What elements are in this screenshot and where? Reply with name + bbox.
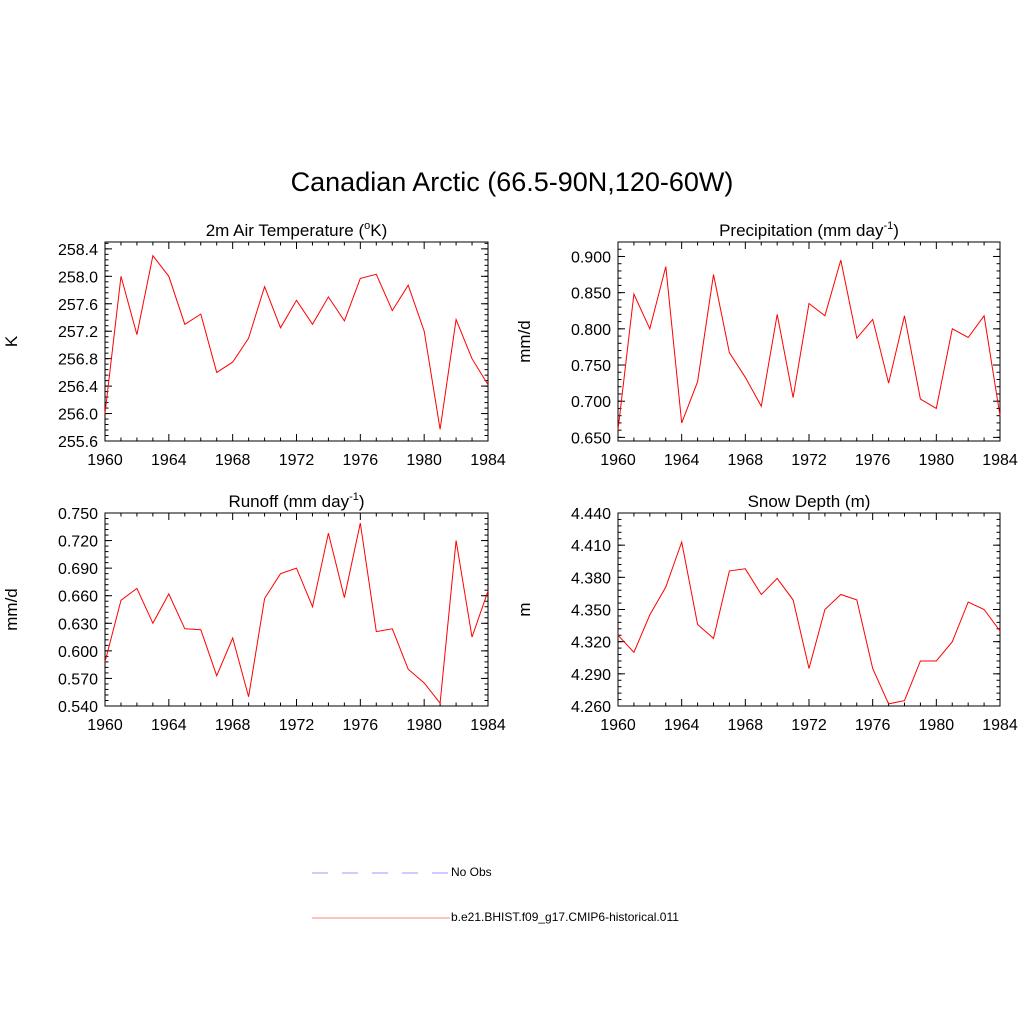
legend-swatch-dashed xyxy=(312,872,450,874)
panel-title-end: ) xyxy=(359,492,365,511)
y-tick-label: 4.410 xyxy=(571,538,611,555)
panel-title-sup: o xyxy=(364,220,370,232)
y-tick-label: 258.0 xyxy=(58,269,98,286)
panel-title-text: Runoff (mm day xyxy=(228,492,349,511)
y-tick-label: 4.320 xyxy=(571,635,611,652)
x-tick-label: 1968 xyxy=(728,452,764,469)
panel-title: Precipitation (mm day-1) xyxy=(719,220,899,240)
y-tick-label: 0.570 xyxy=(58,671,98,688)
x-tick-label: 1980 xyxy=(919,717,955,734)
y-tick-label: 256.8 xyxy=(58,352,98,369)
y-tick-label: 0.850 xyxy=(571,286,611,303)
series-line xyxy=(104,522,489,705)
y-tick-label: 255.6 xyxy=(58,434,98,451)
x-tick-label: 1960 xyxy=(87,452,123,469)
x-tick-label: 1984 xyxy=(982,717,1018,734)
y-axis-label: m xyxy=(515,602,534,616)
x-tick-label: 1972 xyxy=(791,452,827,469)
chart-panel-2: 1960 1964 1968 1972 1976 1980 1984 0.650 0.700 0.… xyxy=(515,220,1018,469)
x-tick-label: 1984 xyxy=(470,717,506,734)
series-line xyxy=(617,540,1001,705)
y-tick-label: 4.260 xyxy=(571,699,611,716)
y-tick-label: 256.4 xyxy=(58,379,98,396)
chart-panel-1: 1960 1964 1968 1972 1976 1980 1984 255.6 256.0 25… xyxy=(2,220,506,469)
y-tick-label: 0.690 xyxy=(58,561,98,578)
panel-title-text: Snow Depth (m) xyxy=(748,492,871,511)
y-tick-label: 0.900 xyxy=(571,249,611,266)
series-line xyxy=(617,259,1001,431)
series-line xyxy=(104,254,489,430)
y-tick-label: 256.0 xyxy=(58,407,98,424)
x-tick-label: 1976 xyxy=(855,717,891,734)
x-tick-label: 1976 xyxy=(855,452,891,469)
y-tick-label: 258.4 xyxy=(58,242,98,259)
panel-title-sup: -1 xyxy=(883,220,893,232)
x-tick-label: 1972 xyxy=(279,717,315,734)
panel-title: 2m Air Temperature (oK) xyxy=(206,220,388,240)
plot-frame xyxy=(104,512,489,707)
y-tick-label: 0.540 xyxy=(58,699,98,716)
legend-swatch-solid xyxy=(312,917,450,919)
y-axis-label: K xyxy=(2,335,21,347)
plot-frame xyxy=(617,241,1001,442)
chart-panel-4: 1960 1964 1968 1972 1976 1980 1984 4.260 4.290 4.… xyxy=(515,492,1018,734)
panel-title-end: K) xyxy=(370,221,387,240)
panel-title: Snow Depth (m) xyxy=(748,492,871,511)
x-tick-label: 1976 xyxy=(343,717,379,734)
x-tick-label: 1964 xyxy=(664,452,700,469)
x-tick-label: 1964 xyxy=(664,717,700,734)
legend-label: b.e21.BHIST.f09_g17.CMIP6-historical.011 xyxy=(451,910,679,924)
x-tick-label: 1980 xyxy=(406,717,442,734)
x-tick-label: 1968 xyxy=(728,717,764,734)
y-tick-label: 4.440 xyxy=(571,506,611,523)
x-tick-label: 1964 xyxy=(151,452,187,469)
x-tick-label: 1964 xyxy=(151,717,187,734)
y-tick-label: 4.380 xyxy=(571,570,611,587)
x-tick-label: 1984 xyxy=(982,452,1018,469)
x-tick-label: 1960 xyxy=(87,717,123,734)
x-tick-label: 1968 xyxy=(215,717,251,734)
x-tick-label: 1980 xyxy=(919,452,955,469)
figure-title: Canadian Arctic (66.5-90N,120-60W) xyxy=(290,167,734,197)
panel-title-text: Precipitation (mm day xyxy=(719,221,884,240)
x-tick-label: 1976 xyxy=(343,452,379,469)
y-tick-label: 0.700 xyxy=(571,394,611,411)
legend-label: No Obs xyxy=(451,865,492,879)
y-tick-label: 0.650 xyxy=(571,430,611,447)
x-tick-label: 1960 xyxy=(600,717,636,734)
plot-frame xyxy=(617,512,1001,707)
panel-title-sup: -1 xyxy=(349,491,359,503)
x-tick-label: 1968 xyxy=(215,452,251,469)
y-tick-label: 0.750 xyxy=(58,506,98,523)
chart-panel-3: 1960 1964 1968 1972 1976 1980 1984 0.540 0.570 0.… xyxy=(2,491,506,734)
y-tick-label: 257.6 xyxy=(58,297,98,314)
x-tick-label: 1972 xyxy=(279,452,315,469)
panel-title-end: ) xyxy=(893,221,899,240)
y-tick-label: 4.290 xyxy=(571,667,611,684)
y-axis-label: mm/d xyxy=(515,320,534,363)
panel-title: Runoff (mm day-1) xyxy=(228,491,364,511)
plot-frame xyxy=(104,241,489,442)
y-tick-label: 257.2 xyxy=(58,324,98,341)
y-tick-label: 0.660 xyxy=(58,589,98,606)
y-tick-label: 0.600 xyxy=(58,644,98,661)
x-tick-label: 1984 xyxy=(470,452,506,469)
y-axis-label: mm/d xyxy=(2,588,21,631)
x-tick-label: 1980 xyxy=(406,452,442,469)
y-tick-label: 4.350 xyxy=(571,603,611,620)
y-tick-label: 0.800 xyxy=(571,322,611,339)
x-tick-label: 1960 xyxy=(600,452,636,469)
y-tick-label: 0.720 xyxy=(58,534,98,551)
panel-title-text: 2m Air Temperature ( xyxy=(206,221,365,240)
y-tick-label: 0.630 xyxy=(58,616,98,633)
y-tick-label: 0.750 xyxy=(571,358,611,375)
x-tick-label: 1972 xyxy=(791,717,827,734)
